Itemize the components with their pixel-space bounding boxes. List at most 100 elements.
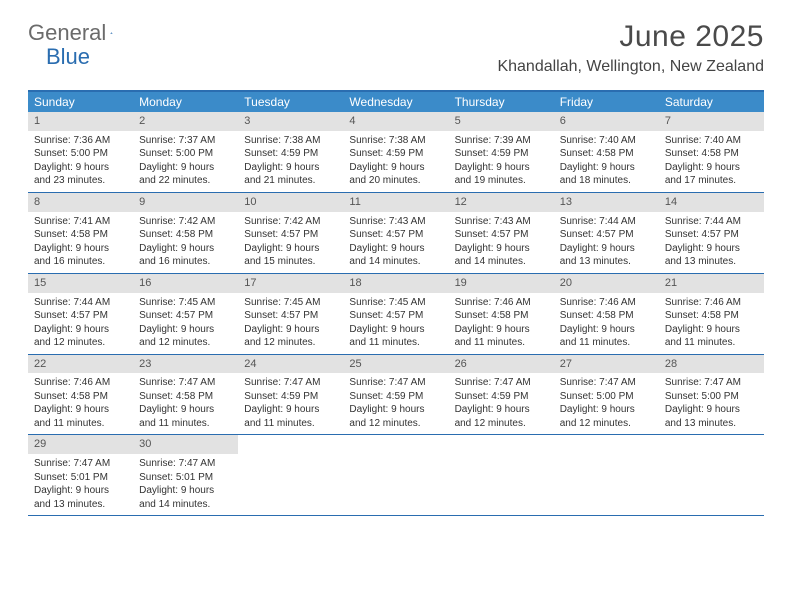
day-cell: 11Sunrise: 7:43 AMSunset: 4:57 PMDayligh… xyxy=(343,193,448,273)
dow-thursday: Thursday xyxy=(449,92,554,112)
day-number: 8 xyxy=(28,193,133,212)
day-number: 20 xyxy=(554,274,659,293)
day-number: 11 xyxy=(343,193,448,212)
day-cell: 18Sunrise: 7:45 AMSunset: 4:57 PMDayligh… xyxy=(343,274,448,354)
day-cell: 21Sunrise: 7:46 AMSunset: 4:58 PMDayligh… xyxy=(659,274,764,354)
sunrise-text: Sunrise: 7:40 AM xyxy=(554,134,659,148)
day-cell: 27Sunrise: 7:47 AMSunset: 5:00 PMDayligh… xyxy=(554,355,659,435)
daylight-text: Daylight: 9 hours and 21 minutes. xyxy=(238,161,343,188)
sunrise-text: Sunrise: 7:37 AM xyxy=(133,134,238,148)
daylight-text: Daylight: 9 hours and 13 minutes. xyxy=(659,403,764,430)
sunset-text: Sunset: 4:58 PM xyxy=(554,147,659,161)
sunrise-text: Sunrise: 7:43 AM xyxy=(343,215,448,229)
daylight-text: Daylight: 9 hours and 11 minutes. xyxy=(343,323,448,350)
sunset-text: Sunset: 4:59 PM xyxy=(343,147,448,161)
day-cell: 15Sunrise: 7:44 AMSunset: 4:57 PMDayligh… xyxy=(28,274,133,354)
day-cell: 3Sunrise: 7:38 AMSunset: 4:59 PMDaylight… xyxy=(238,112,343,192)
page-header: General June 2025 Khandallah, Wellington… xyxy=(0,0,792,82)
sunset-text: Sunset: 4:57 PM xyxy=(343,228,448,242)
location-subtitle: Khandallah, Wellington, New Zealand xyxy=(497,58,764,76)
day-cell: 7 Sunrise: 7:40 AMSunset: 4:58 PMDaylight… xyxy=(659,112,764,192)
day-cell: 24Sunrise: 7:47 AMSunset: 4:59 PMDayligh… xyxy=(238,355,343,435)
sunset-text: Sunset: 4:57 PM xyxy=(238,309,343,323)
sunrise-text: Sunrise: 7:38 AM xyxy=(238,134,343,148)
day-number: 15 xyxy=(28,274,133,293)
day-number: 17 xyxy=(238,274,343,293)
day-number: 23 xyxy=(133,355,238,374)
daylight-text: Daylight: 9 hours and 18 minutes. xyxy=(554,161,659,188)
sunset-text: Sunset: 4:59 PM xyxy=(238,390,343,404)
day-cell: 8 Sunrise: 7:41 AMSunset: 4:58 PMDaylight… xyxy=(28,193,133,273)
daylight-text: Daylight: 9 hours and 13 minutes. xyxy=(28,484,133,511)
dow-tuesday: Tuesday xyxy=(238,92,343,112)
sunrise-text: Sunrise: 7:47 AM xyxy=(554,376,659,390)
daylight-text: Daylight: 9 hours and 13 minutes. xyxy=(554,242,659,269)
sunset-text: Sunset: 5:00 PM xyxy=(133,147,238,161)
daylight-text: Daylight: 9 hours and 15 minutes. xyxy=(238,242,343,269)
week-row: 15Sunrise: 7:44 AMSunset: 4:57 PMDayligh… xyxy=(28,274,764,355)
day-cell: 13Sunrise: 7:44 AMSunset: 4:57 PMDayligh… xyxy=(554,193,659,273)
daylight-text: Daylight: 9 hours and 11 minutes. xyxy=(449,323,554,350)
sunrise-text: Sunrise: 7:44 AM xyxy=(28,296,133,310)
daylight-text: Daylight: 9 hours and 16 minutes. xyxy=(28,242,133,269)
sunrise-text: Sunrise: 7:41 AM xyxy=(28,215,133,229)
sunset-text: Sunset: 4:58 PM xyxy=(554,309,659,323)
sunset-text: Sunset: 4:58 PM xyxy=(133,390,238,404)
day-cell: 23 Sunrise: 7:47 AMSunset: 4:58 PMDayligh… xyxy=(133,355,238,435)
sunset-text: Sunset: 4:58 PM xyxy=(659,147,764,161)
day-cell: 10Sunrise: 7:42 AMSunset: 4:57 PMDayligh… xyxy=(238,193,343,273)
sunrise-text: Sunrise: 7:40 AM xyxy=(659,134,764,148)
sunset-text: Sunset: 4:57 PM xyxy=(238,228,343,242)
day-number: 3 xyxy=(238,112,343,131)
sunset-text: Sunset: 4:59 PM xyxy=(343,390,448,404)
daylight-text: Daylight: 9 hours and 19 minutes. xyxy=(449,161,554,188)
sunset-text: Sunset: 4:57 PM xyxy=(659,228,764,242)
sunrise-text: Sunrise: 7:46 AM xyxy=(554,296,659,310)
day-number: 19 xyxy=(449,274,554,293)
day-number: 27 xyxy=(554,355,659,374)
daylight-text: Daylight: 9 hours and 14 minutes. xyxy=(449,242,554,269)
sunset-text: Sunset: 4:58 PM xyxy=(659,309,764,323)
sunset-text: Sunset: 4:57 PM xyxy=(449,228,554,242)
day-number: 1 xyxy=(28,112,133,131)
sunset-text: Sunset: 4:59 PM xyxy=(449,147,554,161)
day-cell: 5Sunrise: 7:39 AMSunset: 4:59 PMDaylight… xyxy=(449,112,554,192)
day-number: 16 xyxy=(133,274,238,293)
sunrise-text: Sunrise: 7:47 AM xyxy=(659,376,764,390)
sunset-text: Sunset: 5:00 PM xyxy=(659,390,764,404)
sunrise-text: Sunrise: 7:36 AM xyxy=(28,134,133,148)
sunrise-text: Sunrise: 7:47 AM xyxy=(133,376,238,390)
daylight-text: Daylight: 9 hours and 11 minutes. xyxy=(28,403,133,430)
sunrise-text: Sunrise: 7:47 AM xyxy=(133,457,238,471)
day-cell: 20Sunrise: 7:46 AMSunset: 4:58 PMDayligh… xyxy=(554,274,659,354)
day-number: 10 xyxy=(238,193,343,212)
month-title: June 2025 xyxy=(497,20,764,54)
day-number: 7 xyxy=(659,112,764,131)
day-number: 9 xyxy=(133,193,238,212)
day-cell: 14Sunrise: 7:44 AMSunset: 4:57 PMDayligh… xyxy=(659,193,764,273)
day-cell: 28Sunrise: 7:47 AMSunset: 5:00 PMDayligh… xyxy=(659,355,764,435)
day-number: 4 xyxy=(343,112,448,131)
day-number: 24 xyxy=(238,355,343,374)
sunrise-text: Sunrise: 7:45 AM xyxy=(238,296,343,310)
sunset-text: Sunset: 4:58 PM xyxy=(28,228,133,242)
dow-monday: Monday xyxy=(133,92,238,112)
sunrise-text: Sunrise: 7:47 AM xyxy=(449,376,554,390)
sunset-text: Sunset: 5:01 PM xyxy=(28,471,133,485)
dow-row: Sunday Monday Tuesday Wednesday Thursday… xyxy=(28,92,764,112)
daylight-text: Daylight: 9 hours and 16 minutes. xyxy=(133,242,238,269)
logo: General xyxy=(28,20,130,46)
day-cell: 6Sunrise: 7:40 AMSunset: 4:58 PMDaylight… xyxy=(554,112,659,192)
week-row: 8Sunrise: 7:41 AMSunset: 4:58 PMDaylight… xyxy=(28,193,764,274)
logo-sail-icon xyxy=(110,24,113,42)
day-cell: 29Sunrise: 7:47 AMSunset: 5:01 PMDayligh… xyxy=(28,435,133,515)
daylight-text: Daylight: 9 hours and 13 minutes. xyxy=(659,242,764,269)
daylight-text: Daylight: 9 hours and 17 minutes. xyxy=(659,161,764,188)
sunrise-text: Sunrise: 7:45 AM xyxy=(343,296,448,310)
day-cell: 26Sunrise: 7:47 AMSunset: 4:59 PMDayligh… xyxy=(449,355,554,435)
week-row: 29Sunrise: 7:47 AMSunset: 5:01 PMDayligh… xyxy=(28,435,764,516)
sunrise-text: Sunrise: 7:43 AM xyxy=(449,215,554,229)
sunset-text: Sunset: 5:01 PM xyxy=(133,471,238,485)
sunset-text: Sunset: 4:58 PM xyxy=(449,309,554,323)
daylight-text: Daylight: 9 hours and 11 minutes. xyxy=(133,403,238,430)
